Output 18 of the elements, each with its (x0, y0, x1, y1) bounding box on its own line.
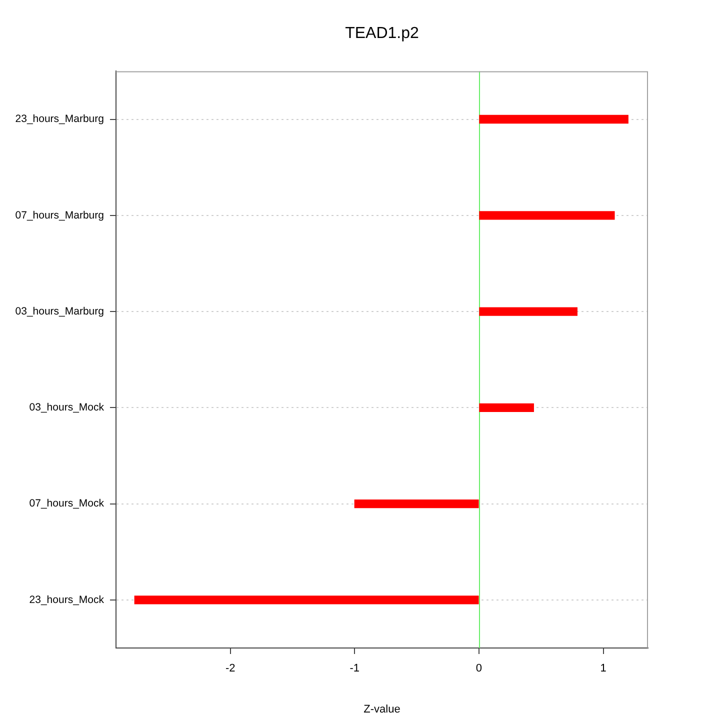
x-tick-label: -1 (350, 662, 360, 675)
bar (134, 596, 479, 604)
bar (479, 211, 615, 220)
y-tick-label: 03_hours_Marburg (15, 305, 104, 318)
x-axis-title: Z-value (364, 703, 400, 716)
y-tick-label: 03_hours_Mock (29, 402, 105, 414)
x-tick-label: 1 (600, 662, 606, 675)
bar (479, 114, 628, 124)
chart-title: TEAD1.p2 (345, 25, 420, 42)
bar (479, 403, 534, 412)
y-tick-label: 23_hours_Mock (29, 594, 105, 606)
x-tick-label: 0 (476, 662, 482, 675)
x-tick-label: -2 (225, 662, 236, 675)
y-tick-label: 23_hours_Marburg (15, 113, 104, 126)
bar (479, 307, 578, 316)
bar (354, 499, 479, 508)
y-tick-label: 07_hours_Marburg (15, 209, 104, 222)
y-tick-label: 07_hours_Mock (29, 498, 105, 510)
